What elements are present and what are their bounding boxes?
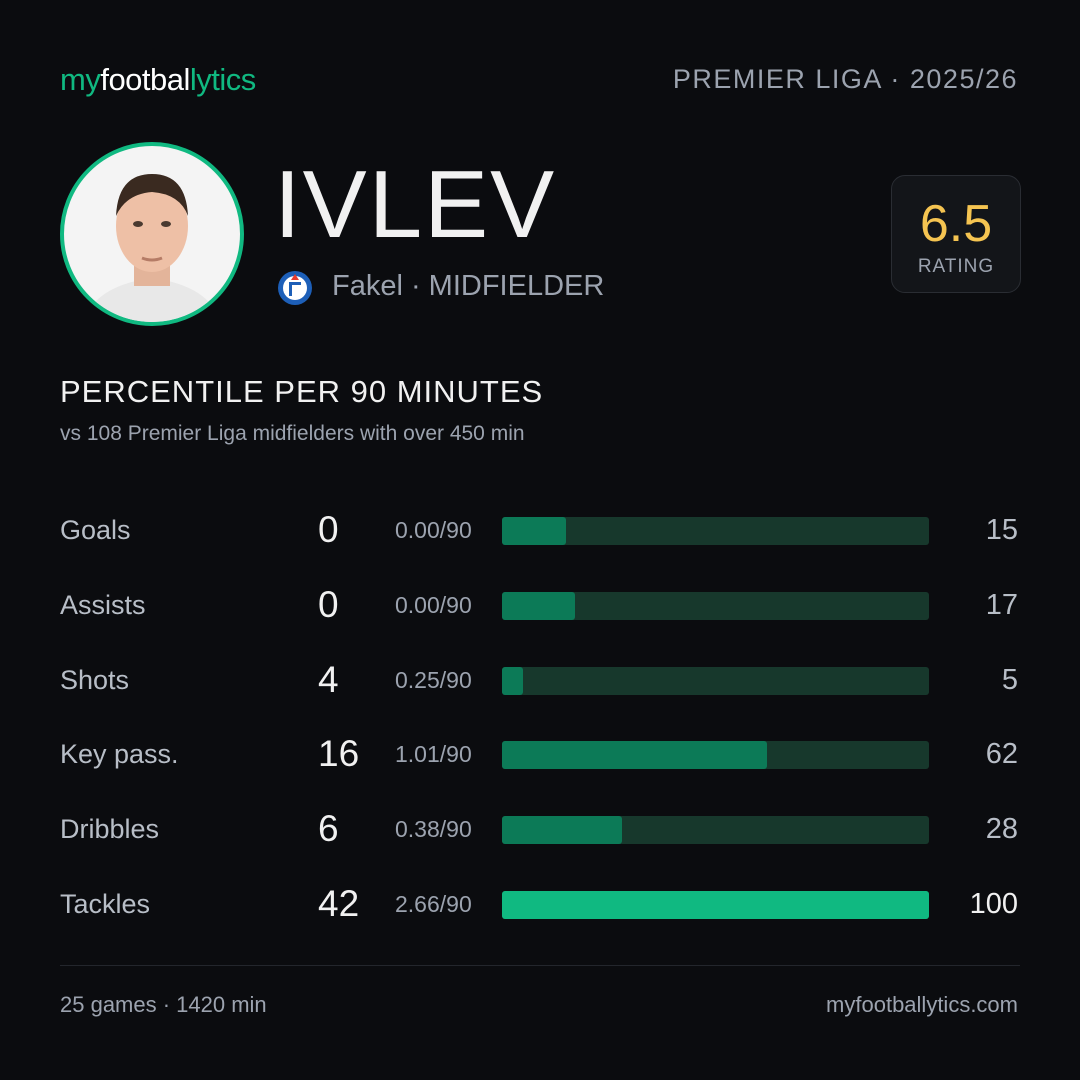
logo-part: footbal (100, 62, 190, 97)
bar-track (502, 891, 929, 919)
stat-percentile: 17 (985, 588, 1018, 621)
bar-track (502, 517, 929, 545)
stat-per90: 0.00/90 (395, 591, 472, 618)
player-photo (60, 142, 244, 326)
stat-per90: 0.00/90 (395, 517, 472, 543)
section-title: PERCENTILE PER 90 MINUTES (60, 374, 544, 409)
rating-value: 6.5 (919, 195, 993, 253)
stat-total: 4 (318, 658, 339, 700)
stat-per90: 0.25/90 (395, 666, 472, 693)
stat-total: 42 (318, 883, 360, 924)
league: PREMIER LIGA · 2025/26 (672, 64, 1018, 94)
photo-art (84, 174, 220, 322)
bar-track (502, 741, 929, 770)
stat-label: Key pass. (60, 739, 179, 770)
stat-label: Goals (60, 515, 131, 545)
player-name: IVLEV (274, 151, 557, 258)
logo-part: my (60, 62, 101, 97)
percentile-bar (502, 517, 567, 545)
stat-label: Assists (60, 589, 146, 620)
bar-track (502, 816, 929, 845)
bar-track (502, 591, 929, 620)
bar-track (502, 666, 929, 695)
stat-per90: 0.38/90 (395, 816, 472, 843)
logo: myfootballytics (60, 62, 256, 98)
stat-percentile: 62 (985, 738, 1018, 771)
percentile-bar (502, 666, 524, 695)
footer-url: myfootballytics.com (826, 992, 1018, 1017)
stat-percentile: 5 (1001, 663, 1018, 696)
stat-percentile: 100 (969, 888, 1018, 920)
club-crest (278, 271, 312, 305)
stat-label: Shots (60, 664, 130, 695)
percentile-bar (502, 591, 575, 620)
logo-part: lytics (189, 62, 256, 97)
stat-total: 0 (318, 583, 339, 625)
section-subtitle: vs 108 Premier Liga midfielders with ove… (60, 422, 525, 445)
stat-total: 16 (318, 733, 360, 775)
footer-stats: 25 games · 1420 min (60, 992, 267, 1017)
rating-box: 6.5 RATING (891, 175, 1021, 293)
stat-per90: 2.66/90 (395, 891, 472, 917)
percentile-bar (502, 741, 767, 770)
stat-percentile: 28 (985, 813, 1018, 846)
divider (60, 965, 1020, 966)
percentile-bar (502, 816, 622, 845)
stat-total: 0 (318, 509, 339, 550)
stat-label: Tackles (60, 889, 151, 919)
rating-label: RATING (917, 256, 995, 277)
percentile-bar (502, 891, 929, 919)
stat-per90: 1.01/90 (395, 741, 472, 768)
stat-percentile: 15 (985, 514, 1018, 546)
stat-total: 6 (318, 808, 339, 850)
team-position: Fakel · MIDFIELDER (332, 270, 605, 302)
stat-label: Dribbles (60, 814, 160, 845)
